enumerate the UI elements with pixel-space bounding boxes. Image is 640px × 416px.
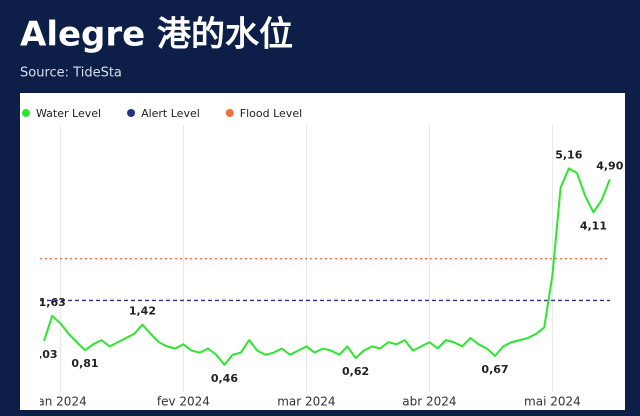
data-label: 0,46 (211, 372, 238, 385)
x-tick-label: jan 2024 (33, 395, 87, 409)
source: Source: TideSta (20, 66, 122, 81)
data-label: 0,81 (71, 357, 98, 370)
legend-label: Water Level (36, 107, 101, 120)
legend-marker (225, 109, 234, 117)
legend-label: Flood Level (240, 107, 302, 120)
x-tick-label: fev 2024 (157, 395, 210, 409)
legend-label: Alert Level (141, 107, 200, 120)
data-label: 5,16 (555, 148, 582, 161)
x-tick-label: mai 2024 (524, 395, 581, 409)
data-label: 1,63 (39, 296, 66, 309)
data-line (43, 167, 611, 366)
title: Alegre 港的水位 (20, 15, 293, 55)
data-label: 4,90 (596, 159, 623, 172)
plot: jan 2024 fev 2024 mar 2024 abr 2024 mai 2024… (30, 125, 624, 409)
legend-marker (22, 109, 30, 117)
legend-marker (127, 109, 136, 117)
data-label: 0,67 (481, 363, 508, 376)
data-label: 0,62 (342, 365, 369, 378)
chart-panel (20, 93, 625, 410)
x-tick-label: abr 2024 (402, 395, 456, 409)
x-tick-label: mar 2024 (277, 395, 335, 409)
data-label: 4,11 (580, 219, 607, 232)
data-label: 1,42 (129, 305, 156, 318)
data-label: 1,03 (30, 348, 57, 361)
